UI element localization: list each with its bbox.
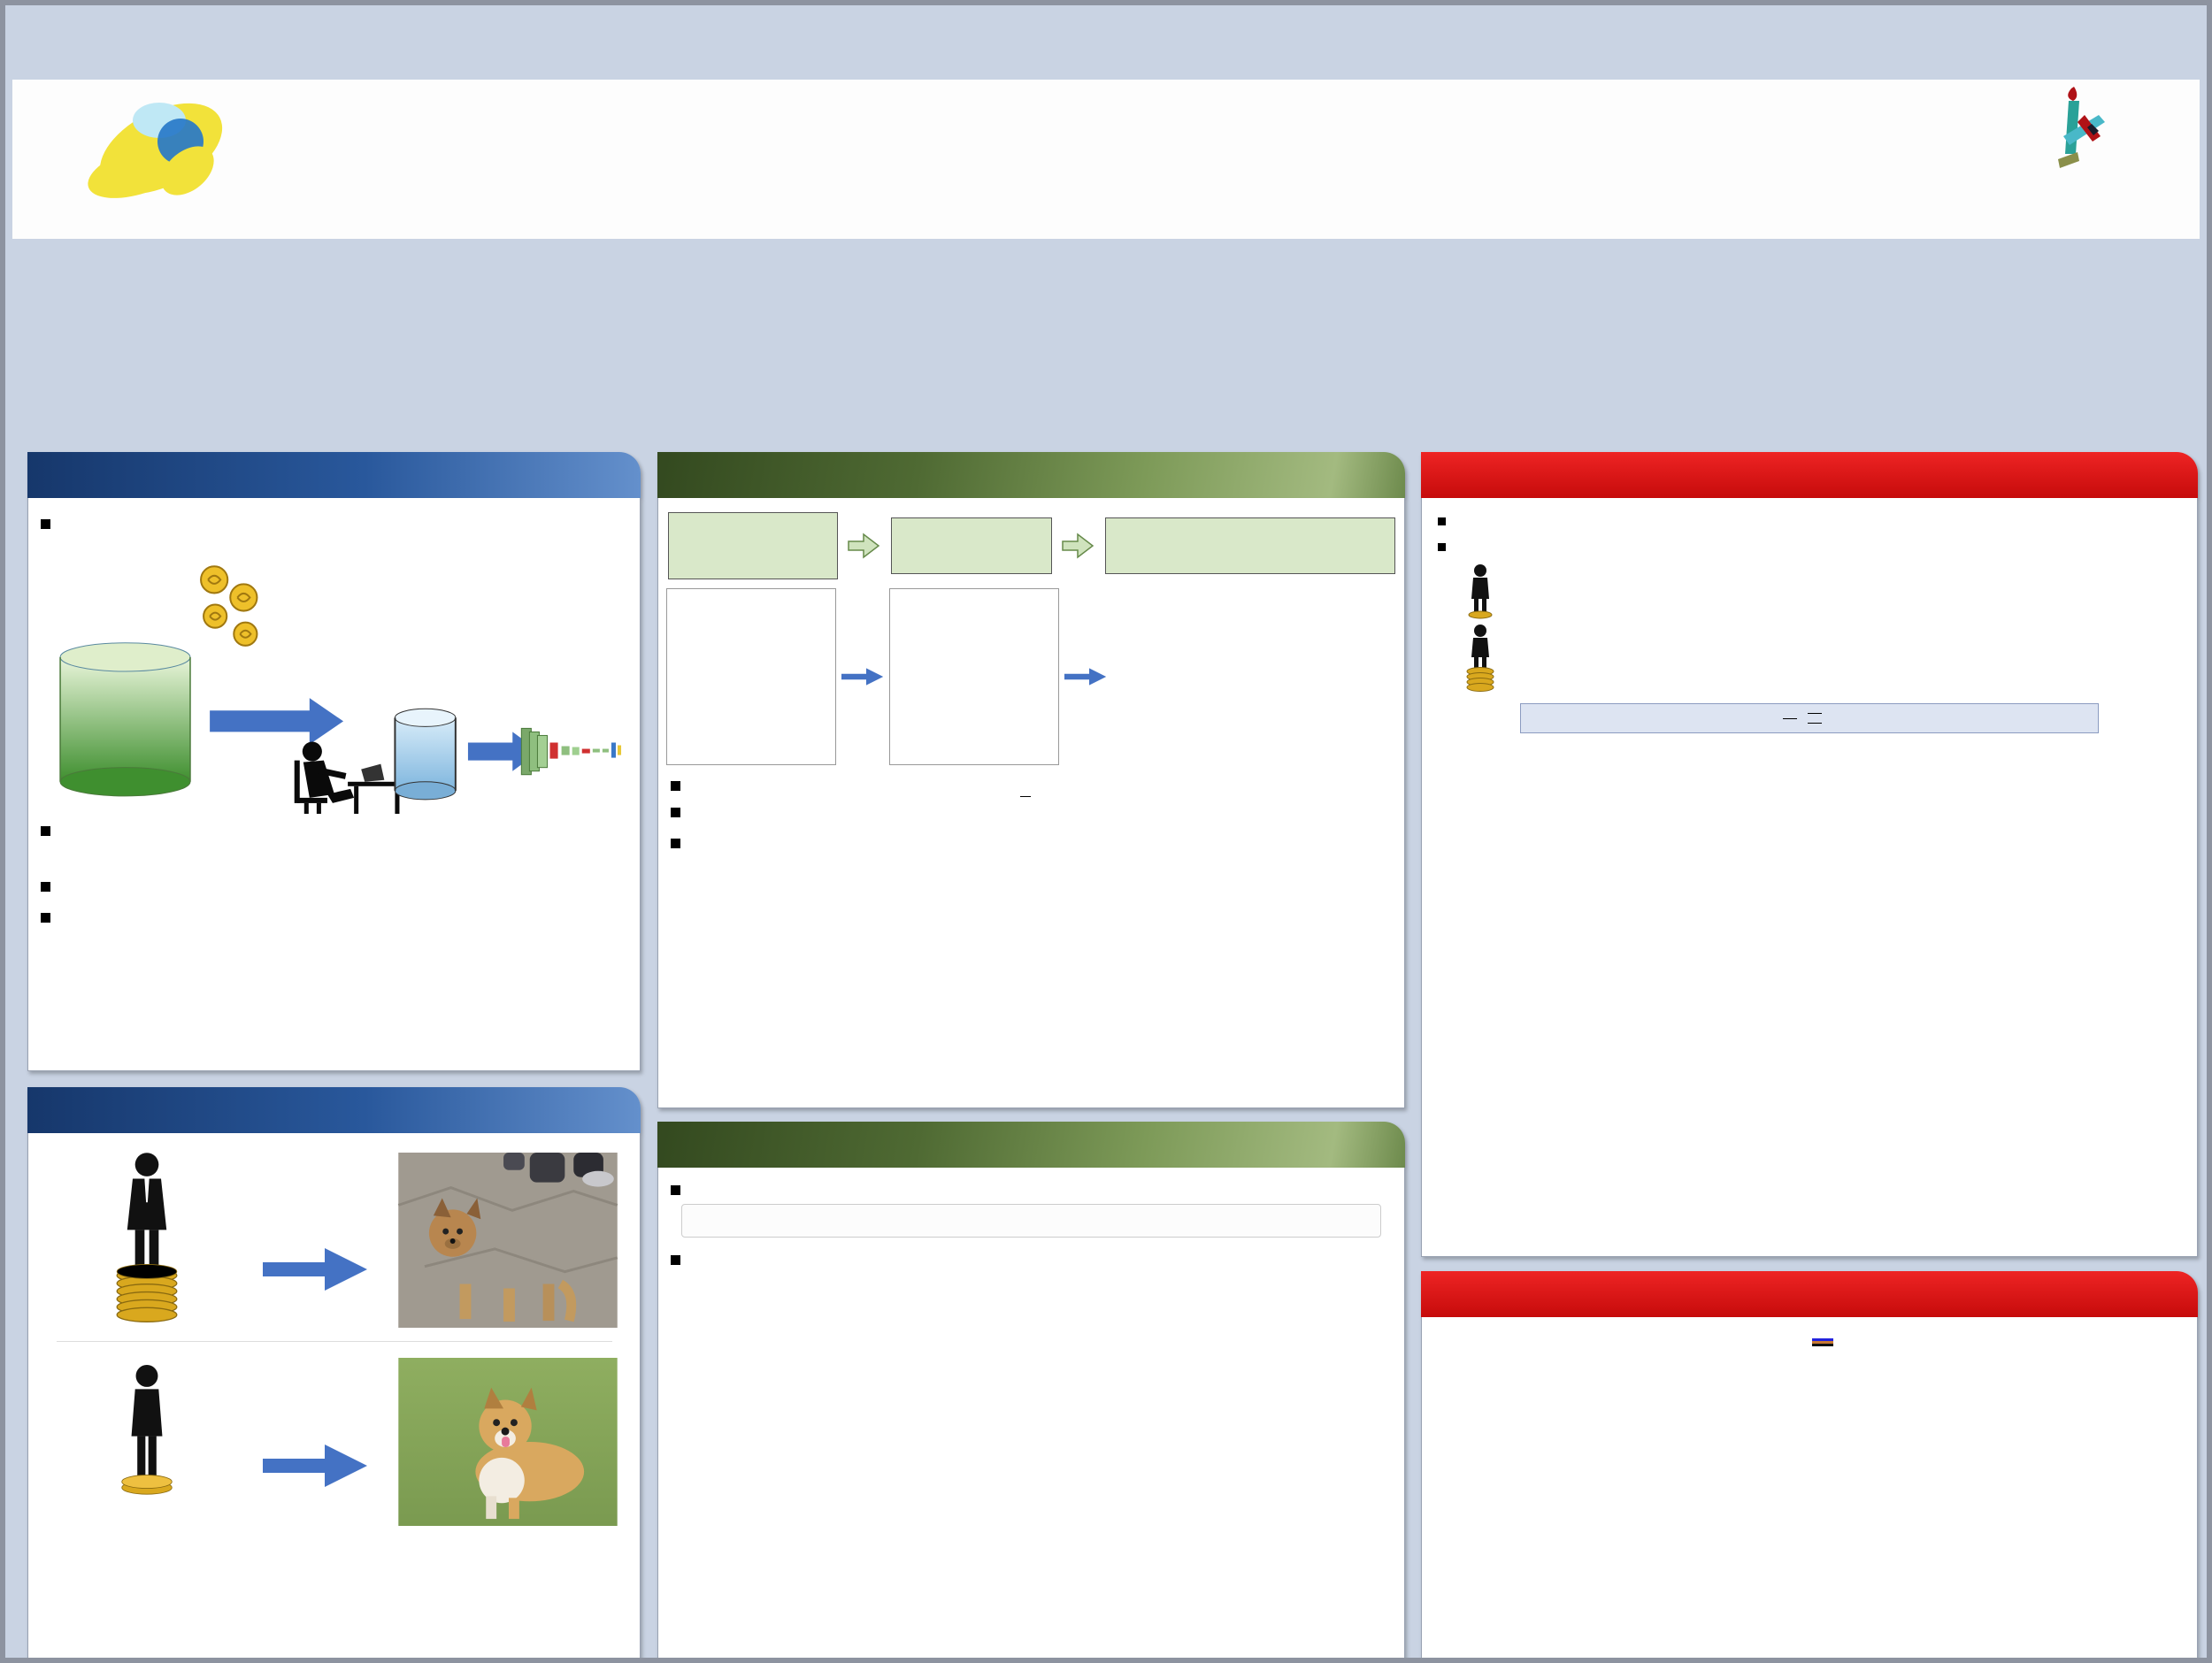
section-title-results	[657, 1122, 1405, 1168]
section-title-threshold-test	[1421, 452, 2198, 498]
legend-margin	[1095, 1209, 1125, 1232]
typicality-formula	[658, 796, 1404, 797]
low-budget-person-icon	[1468, 564, 1493, 619]
legend-coreset	[1043, 1209, 1072, 1232]
section-title-opposite-strategies	[27, 1087, 641, 1133]
mini-plot-low-r2	[1969, 563, 2188, 624]
threshold-plots-grid	[1422, 563, 2197, 698]
section-title-our-method	[657, 452, 1405, 498]
flow-clustering	[890, 517, 1052, 574]
cluster-plot-image	[888, 588, 1059, 765]
mini-plot-high-none	[1530, 624, 1749, 698]
authors-block	[5, 322, 2207, 364]
legend-bald	[991, 1209, 1020, 1232]
arrow-right-icon	[841, 668, 883, 686]
author-names	[5, 322, 2207, 356]
code-qr-code	[1886, 87, 1996, 197]
arrow-right-icon	[1064, 668, 1106, 686]
active-learning-pipeline-diagram	[58, 565, 621, 814]
threshold-formula	[1520, 703, 2099, 733]
high-budget-person-icon	[1466, 625, 1494, 692]
phase-transition-panel	[1421, 1317, 2198, 1658]
person-high-budget-icon	[116, 1153, 177, 1322]
paper-qr-code	[278, 87, 388, 197]
flow-most-typical	[1104, 517, 1395, 574]
elsc-logo-icon	[88, 103, 223, 198]
results-legend	[681, 1204, 1381, 1238]
huji-logo-icon	[2058, 87, 2105, 168]
threshold-test-panel	[1421, 498, 2198, 1257]
row-high-budget	[1431, 624, 1530, 698]
mini-plot-high-r2	[1969, 624, 2188, 698]
section-title-phase-transition	[1421, 1271, 2198, 1317]
diverse-atypical-grid-image	[715, 857, 1007, 990]
row-low-budget	[1431, 563, 1530, 624]
active-learning-panel	[27, 498, 641, 1071]
mini-plot-low-r1	[1749, 563, 1969, 624]
huji-logo	[2023, 85, 2173, 190]
theory-legend	[1812, 1338, 1839, 1346]
title-block	[508, 83, 1729, 85]
header-band	[12, 80, 2200, 239]
tsne-plot-image	[665, 588, 836, 765]
results-panel	[657, 1168, 1405, 1658]
elsc-logo	[55, 87, 250, 233]
arrow-right-icon	[209, 698, 343, 745]
budget-coins-icon	[199, 565, 257, 647]
legend-random	[1148, 1209, 1177, 1232]
mini-plot-high-r1	[1749, 624, 1969, 698]
flow-arrow-icon	[847, 533, 879, 559]
atypical-dog-photo	[397, 1153, 618, 1328]
typical-examples-grid-image	[1112, 589, 1397, 764]
opposite-strategies-panel	[27, 1133, 641, 1658]
human-annotator-icon	[294, 741, 403, 814]
supervised-model-icon	[520, 727, 621, 776]
code-qr-block	[1886, 85, 1996, 202]
legend-typiclust	[887, 1209, 916, 1232]
section-title-active-learning	[27, 452, 641, 498]
arrow-right-icon	[262, 1445, 367, 1487]
paper-qr-block	[278, 85, 388, 202]
flow-representation-learning	[667, 512, 838, 579]
mini-plot-low-none	[1530, 563, 1749, 624]
arrow-right-icon	[262, 1248, 367, 1291]
unlabeled-data-cylinder	[58, 642, 191, 797]
typical-cars-grid-image	[1056, 857, 1348, 990]
flow-arrow-icon	[1061, 533, 1094, 559]
labeled-data-cylinder	[393, 708, 457, 801]
banner-network-image	[12, 11, 2200, 310]
person-low-budget-icon	[120, 1364, 173, 1495]
our-method-panel	[657, 498, 1405, 1108]
typical-dog-photo	[397, 1358, 618, 1526]
legend-badge	[939, 1209, 968, 1232]
